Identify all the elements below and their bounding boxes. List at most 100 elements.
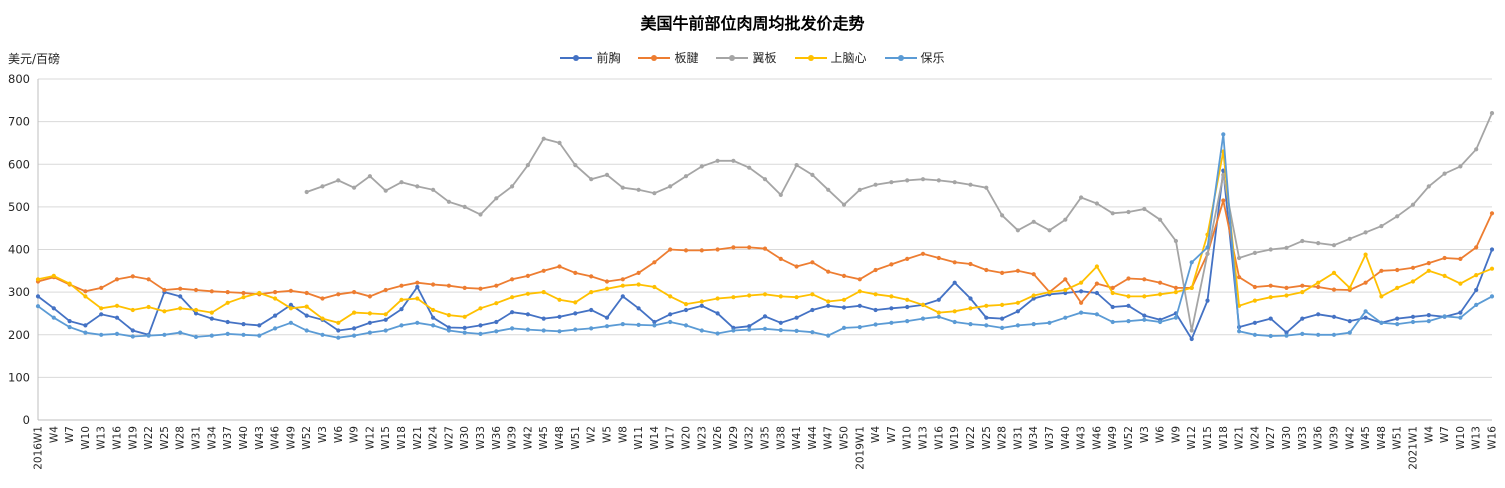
series-point [257, 333, 262, 338]
series-point [889, 294, 894, 299]
series-point [1079, 280, 1084, 285]
series-point [1458, 256, 1463, 261]
series-point [178, 306, 183, 311]
series-point [1063, 217, 1068, 222]
x-tick-label: W14 [649, 426, 661, 450]
series-point [762, 246, 768, 251]
series-point [1237, 303, 1242, 308]
series-point [1079, 289, 1084, 294]
x-tick-label: W22 [143, 426, 155, 450]
series-point [762, 292, 768, 297]
series-point [1379, 224, 1384, 229]
series-point [193, 311, 199, 316]
series-point [1110, 211, 1115, 216]
series-point [509, 326, 515, 331]
series-point [905, 178, 910, 183]
x-tick-label: W25 [159, 426, 171, 450]
series-point [1000, 213, 1005, 218]
x-tick-label: W17 [665, 426, 677, 450]
series-point [114, 331, 120, 336]
series-point [67, 325, 72, 330]
x-tick-label: 2021W1 [1407, 426, 1419, 470]
series-point [857, 303, 862, 308]
series-point [1000, 325, 1005, 330]
series-point [573, 300, 578, 305]
series-point [778, 294, 783, 299]
x-tick-label: W48 [554, 426, 566, 450]
y-tick-label: 600 [8, 157, 30, 171]
x-tick-label: W7 [1439, 426, 1451, 443]
series-point [1063, 277, 1068, 282]
series-point [462, 204, 467, 209]
legend-item-label: 板腱 [674, 51, 699, 65]
x-tick-label: W3 [1139, 426, 1151, 443]
x-tick-label: W40 [238, 426, 250, 450]
series-point [462, 314, 467, 319]
series-point [1221, 132, 1226, 137]
series-point [525, 327, 531, 332]
series-point [841, 325, 847, 330]
series-point [841, 305, 847, 310]
series-point [446, 313, 451, 318]
x-tick-label: W4 [1423, 426, 1435, 443]
series-point [478, 286, 483, 291]
series-point [1094, 290, 1099, 296]
series-point [857, 277, 862, 282]
series-point [1015, 300, 1021, 305]
series-point [1300, 331, 1305, 336]
series-point [952, 280, 957, 285]
series-point [636, 187, 641, 192]
series-point [683, 323, 689, 328]
series-point [209, 316, 214, 321]
series-point [509, 277, 515, 282]
series-point [225, 290, 230, 295]
legend-item-label: 上脑心 [830, 51, 867, 65]
series-point [304, 304, 309, 309]
series-point [1426, 313, 1431, 318]
series-point [1410, 265, 1416, 270]
series-point [1000, 270, 1005, 275]
series-point [747, 165, 752, 170]
x-tick-label: W11 [633, 426, 645, 450]
series-point [257, 290, 262, 296]
series-point [620, 294, 625, 299]
series-point [494, 196, 499, 201]
series-point [1347, 285, 1352, 290]
series-point [683, 307, 689, 313]
series-point [1173, 238, 1178, 244]
series-point [304, 313, 309, 318]
x-tick-label: W23 [696, 426, 708, 450]
x-tick-label: W49 [1107, 426, 1119, 450]
series-point [1395, 316, 1400, 321]
series-point [209, 333, 214, 338]
legend-item-label: 翼板 [752, 51, 777, 65]
series-point [1173, 290, 1178, 295]
series-point [1047, 320, 1052, 325]
series-point [873, 182, 878, 187]
x-tick-label: W10 [1455, 426, 1467, 450]
series-point [1126, 303, 1131, 308]
series-point [1347, 236, 1352, 241]
series-point [826, 187, 831, 192]
series-point [1110, 285, 1115, 290]
series-point [1158, 292, 1163, 297]
series-point [1110, 290, 1115, 296]
series-point [668, 247, 673, 252]
series-point [367, 330, 372, 335]
y-tick-label: 300 [8, 285, 30, 299]
series-point [1474, 302, 1479, 307]
series-point [889, 262, 894, 267]
series-point [494, 301, 499, 306]
series-point [1395, 285, 1400, 290]
series-point [889, 306, 894, 311]
series-point [1189, 336, 1194, 342]
series-point [557, 329, 562, 334]
series-point [1158, 217, 1163, 222]
series-point [652, 319, 657, 325]
series-point [1489, 111, 1495, 116]
series-point [1300, 283, 1305, 288]
series-point [1331, 270, 1337, 275]
series-point [715, 331, 720, 336]
series-point [1063, 315, 1068, 320]
x-tick-label: W10 [80, 426, 92, 450]
